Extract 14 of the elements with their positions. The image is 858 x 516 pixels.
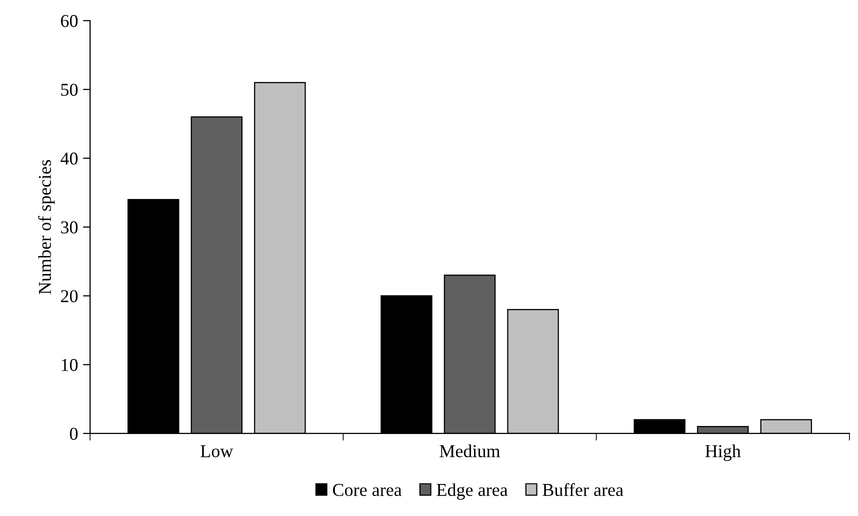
x-tick-label: Low — [200, 445, 234, 458]
x-tick-label: High — [705, 444, 741, 461]
y-tick-label: 20 — [61, 290, 78, 302]
y-tick-label: 0 — [70, 428, 78, 440]
y-tick-label: 30 — [61, 221, 78, 234]
legend-label: Edge area — [436, 483, 508, 500]
x-tick-label: Medium — [440, 444, 500, 458]
y-tick-label: 50 — [61, 84, 78, 96]
y-tick-label: 40 — [60, 152, 78, 165]
y-tick-label: 10 — [62, 358, 78, 372]
y-tick-label: 60 — [61, 14, 78, 28]
y-axis-title: Number of species — [38, 160, 55, 294]
legend-label: Core area — [332, 484, 402, 496]
legend-label: Buffer area — [542, 483, 624, 496]
